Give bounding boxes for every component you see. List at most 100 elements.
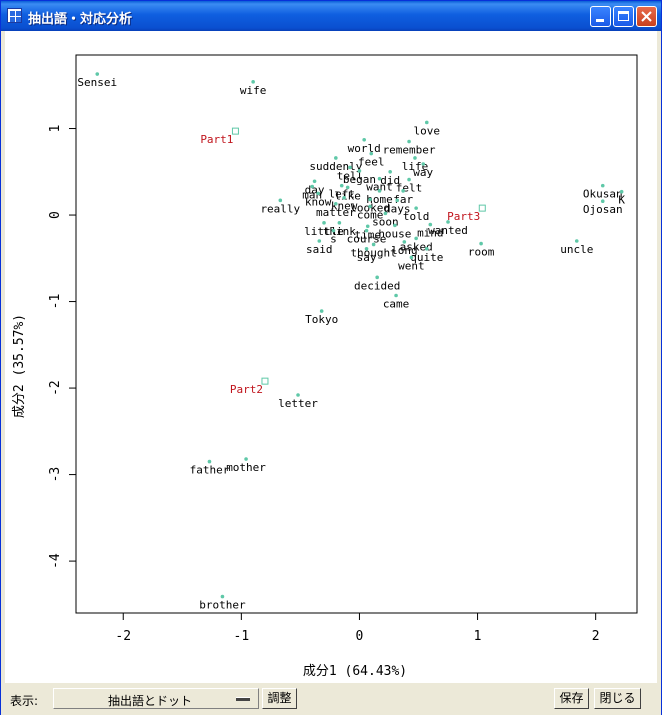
part-label: Part3	[447, 210, 480, 223]
word-label: matter	[316, 206, 356, 219]
word-label: come	[357, 208, 384, 221]
word-label: know	[305, 195, 332, 208]
close-button[interactable]	[636, 6, 657, 27]
y-tick-label: -1	[48, 294, 63, 310]
word-point	[95, 72, 100, 76]
word-label: mother	[226, 461, 266, 474]
word-label: world	[348, 142, 381, 155]
word-point	[364, 246, 369, 251]
word-point	[316, 191, 320, 196]
word-label: said	[306, 243, 333, 256]
word-point	[600, 199, 605, 204]
title-bar[interactable]: 抽出語・対応分析	[1, 1, 661, 31]
word-label: knew	[331, 200, 358, 213]
word-point	[377, 176, 382, 181]
part-point	[478, 204, 486, 212]
word-point	[424, 120, 429, 125]
plot-frame	[75, 54, 638, 614]
word-point	[369, 151, 374, 156]
minimize-button[interactable]	[590, 6, 611, 27]
maximize-icon	[618, 11, 629, 21]
word-label: came	[383, 298, 410, 311]
word-point	[377, 189, 382, 193]
word-label: tell	[337, 169, 364, 182]
word-label: did	[380, 174, 400, 187]
word-point	[402, 240, 407, 244]
word-label: time	[354, 228, 381, 241]
save-button[interactable]: 保存	[554, 688, 589, 709]
word-label: days	[384, 202, 411, 215]
word-label: home	[366, 193, 393, 206]
word-label: asked	[400, 240, 433, 253]
word-label: brother	[199, 599, 246, 612]
word-label: feel	[358, 156, 385, 169]
word-label: letter	[278, 397, 318, 410]
word-point	[428, 222, 433, 227]
word-label: remember	[383, 144, 436, 157]
adjust-button[interactable]: 調整	[262, 688, 297, 709]
word-point	[207, 459, 212, 464]
word-point	[368, 204, 372, 209]
part-point	[261, 377, 269, 385]
word-point	[296, 393, 300, 397]
x-axis-label: 成分1 (64.43%)	[303, 664, 407, 679]
word-label: s	[330, 233, 337, 246]
word-point	[365, 224, 370, 229]
x-tick-label: -2	[115, 629, 131, 644]
word-point	[394, 293, 398, 298]
word-label: began	[343, 173, 376, 186]
word-label: say	[357, 251, 377, 264]
word-point	[310, 184, 315, 189]
word-point	[278, 198, 283, 203]
word-point	[407, 177, 411, 182]
close-window-button[interactable]: 閉じる	[594, 688, 641, 709]
word-point	[342, 195, 346, 200]
word-point	[375, 275, 379, 280]
word-point	[345, 185, 350, 190]
maximize-button[interactable]	[613, 6, 634, 27]
y-tick-label: 1	[48, 125, 63, 133]
word-point	[619, 189, 624, 194]
word-label: think	[323, 225, 356, 238]
word-point	[251, 80, 255, 84]
word-point	[357, 169, 362, 173]
word-point	[383, 211, 388, 216]
word-label: little	[304, 225, 344, 238]
app-icon	[7, 8, 22, 23]
status-bar: 表示: 抽出語とドット 調整 保存 閉じる	[1, 685, 661, 715]
word-point	[446, 220, 450, 224]
word-label: quite	[410, 251, 443, 264]
word-point	[421, 162, 426, 166]
minimize-icon	[596, 19, 604, 22]
word-label: decided	[354, 279, 400, 292]
word-label: left	[328, 188, 355, 201]
part-label: Part2	[230, 383, 263, 396]
word-point	[479, 241, 483, 246]
word-label: mind	[417, 227, 444, 240]
word-point	[364, 228, 369, 233]
word-point	[401, 189, 405, 193]
word-point	[244, 457, 248, 461]
dropdown-bar-icon	[236, 697, 250, 701]
display-label: 表示:	[10, 694, 39, 708]
word-point	[424, 246, 429, 251]
close-icon	[641, 11, 652, 22]
word-label: course	[347, 233, 387, 246]
word-point	[362, 137, 366, 142]
word-label: like	[334, 189, 361, 202]
word-label: soon	[372, 215, 399, 228]
word-point	[407, 139, 411, 144]
y-tick-label: 0	[48, 211, 63, 219]
word-label: told	[403, 210, 430, 223]
display-select[interactable]: 抽出語とドット	[53, 688, 259, 709]
display-select-value: 抽出語とドット	[108, 694, 193, 708]
word-point	[312, 179, 317, 184]
y-tick-label: -2	[48, 380, 63, 396]
part-point	[231, 127, 239, 135]
word-label: thought	[350, 246, 396, 259]
word-label: really	[260, 202, 300, 215]
word-point	[409, 255, 414, 260]
word-point	[388, 169, 392, 174]
word-label: Ojosan	[583, 203, 623, 216]
